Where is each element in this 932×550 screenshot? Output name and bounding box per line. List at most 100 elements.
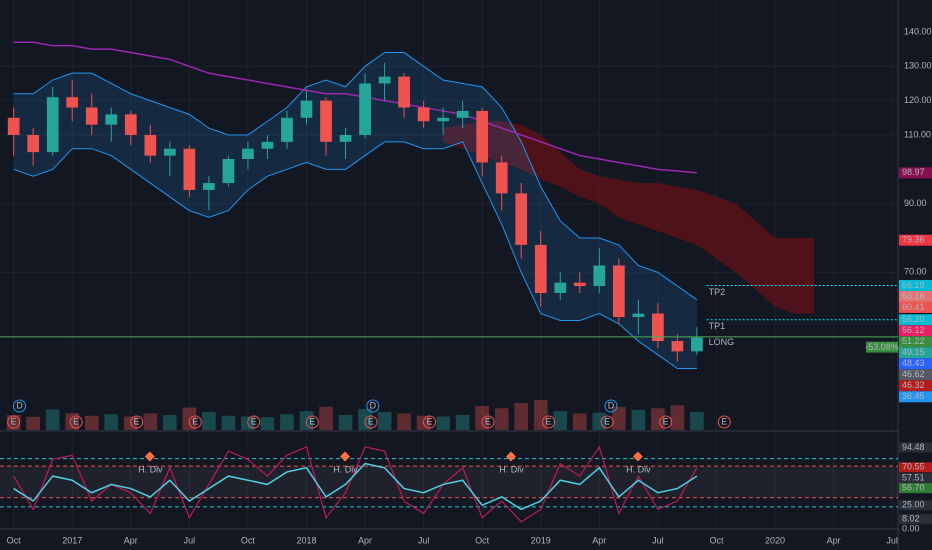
dividend-marker <box>13 399 27 413</box>
candle-body <box>183 148 196 190</box>
price-tag-label: 98.97 <box>902 167 925 177</box>
osc-tag <box>899 462 932 473</box>
volume-bar <box>475 406 490 430</box>
earnings-marker <box>600 415 614 429</box>
earnings-marker <box>717 415 731 429</box>
y-tick-label: 90.00 <box>904 198 927 208</box>
x-tick-label: Jul <box>886 535 898 545</box>
y-tick-label: 130.00 <box>904 61 932 71</box>
volume-bar <box>436 416 450 430</box>
price-tag-label: 60.41 <box>902 302 925 312</box>
earnings-label: E <box>663 416 669 426</box>
price-tag-label: 56.20 <box>902 314 925 324</box>
dividend-marker <box>366 399 380 413</box>
y-tick-label: 140.00 <box>904 26 932 36</box>
earnings-marker <box>130 415 144 429</box>
candle-body <box>456 110 469 118</box>
price-tag <box>899 358 932 370</box>
x-tick-label: 2017 <box>62 535 82 545</box>
osc-line <box>13 462 698 511</box>
x-tick-label: 2019 <box>531 535 551 545</box>
candle-body <box>632 313 645 318</box>
osc-band <box>0 466 898 498</box>
candle-body <box>124 114 137 135</box>
change-label: -53.08% <box>865 342 899 352</box>
div-marker <box>340 451 350 462</box>
x-tick-label: 2018 <box>296 535 316 545</box>
price-tag <box>899 301 932 313</box>
osc-tag-label: 94.48 <box>902 442 925 452</box>
volume-bar <box>397 413 411 430</box>
osc-tag <box>899 483 932 494</box>
candle-body <box>515 193 528 245</box>
price-tag <box>899 234 932 246</box>
osc-tag <box>899 514 932 525</box>
candle-body <box>163 148 176 156</box>
candle-body <box>203 183 215 190</box>
candle-body <box>242 148 254 160</box>
price-tag <box>899 391 932 403</box>
x-tick-label: Oct <box>241 535 256 545</box>
dividend-label: D <box>370 400 377 410</box>
earnings-marker <box>542 415 556 429</box>
band-line <box>13 141 697 370</box>
candle-body <box>671 341 684 352</box>
candle-body <box>27 134 40 153</box>
y-tick-label: 70.00 <box>904 267 927 277</box>
osc-tag-label: 57.51 <box>902 473 925 483</box>
volume-bar <box>494 408 509 430</box>
earnings-label: E <box>485 416 491 426</box>
osc-tag <box>899 442 932 453</box>
osc-tag-label: 8.02 <box>902 514 920 524</box>
earnings-label: E <box>721 416 727 426</box>
band-line <box>13 52 698 301</box>
x-tick-label: Apr <box>592 535 606 545</box>
ma-line <box>13 41 697 174</box>
volume-bar <box>690 412 704 430</box>
candle-body <box>378 76 391 84</box>
candle-body <box>339 134 352 142</box>
price-tag-label: 46.62 <box>902 369 925 379</box>
candle-body <box>66 97 79 108</box>
div-label: H. Div <box>333 464 358 474</box>
earnings-marker <box>305 415 319 429</box>
volume-bar <box>221 415 236 430</box>
level-label: TP2 <box>709 287 726 297</box>
div-marker <box>632 451 643 462</box>
volume-bar <box>319 406 333 430</box>
price-tag-label: 56.12 <box>902 325 925 335</box>
volume-bar <box>651 408 665 430</box>
price-tag <box>899 336 932 348</box>
volume-bar <box>533 400 548 430</box>
x-tick-label: Apr <box>827 535 841 545</box>
volume-bar <box>143 413 158 430</box>
x-tick-label: Jul <box>184 535 196 545</box>
dividend-marker <box>604 399 618 413</box>
x-tick-label: Oct <box>475 535 490 545</box>
earnings-marker <box>659 415 673 429</box>
candle-body <box>398 76 410 108</box>
price-tag <box>899 325 932 337</box>
osc-tag <box>899 500 932 511</box>
earnings-marker <box>422 415 436 429</box>
candle-body <box>417 107 430 122</box>
earnings-marker <box>364 415 378 429</box>
candle-body <box>300 100 313 118</box>
price-tag-label: 51.22 <box>902 336 925 346</box>
earnings-label: E <box>251 416 257 426</box>
x-tick-label: Oct <box>7 535 22 545</box>
volume-bar <box>6 415 21 430</box>
x-tick-label: 2020 <box>765 535 785 545</box>
candle-body <box>7 117 20 135</box>
volume-bar <box>260 417 275 430</box>
earnings-label: E <box>604 416 610 426</box>
osc-tag-label: 70.55 <box>902 462 925 472</box>
price-tag <box>899 167 932 179</box>
candle-body <box>105 114 118 125</box>
price-tag-label: 79.36 <box>902 235 925 245</box>
x-tick-label: Oct <box>709 535 724 545</box>
x-tick-label: Apr <box>358 535 372 545</box>
price-tag-label: 48.43 <box>902 358 925 368</box>
x-tick-label: Jul <box>418 535 430 545</box>
